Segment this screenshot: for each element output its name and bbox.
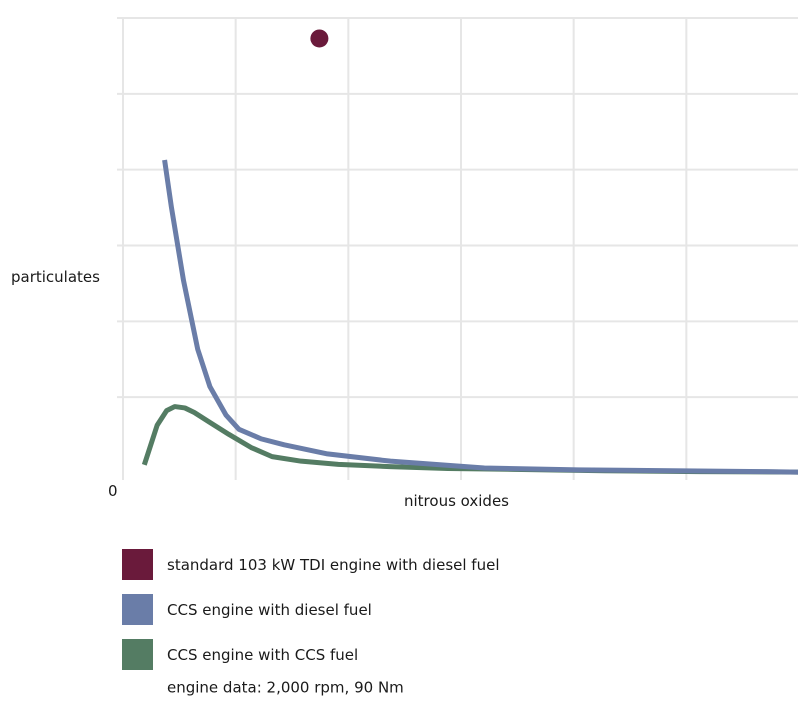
series-line-ccs-engine-with-ccs-fuel: [141, 404, 798, 475]
legend-swatch-ccs-diesel: [122, 594, 153, 625]
engine-data-note: engine data: 2,000 rpm, 90 Nm: [167, 678, 404, 697]
legend-label-standard-tdi: standard 103 kW TDI engine with diesel f…: [167, 555, 500, 574]
series-layer: [141, 29, 798, 475]
grid: [117, 17, 798, 480]
y-axis-label: particulates: [11, 268, 100, 286]
legend-swatch-ccs-fuel: [122, 639, 153, 670]
chart-plot: [117, 17, 798, 480]
series-line-ccs-engine-with-diesel-fuel: [162, 159, 798, 475]
data-point-standard-tdi: [310, 29, 329, 48]
origin-tick-label: 0: [108, 482, 118, 500]
legend-label-ccs-diesel: CCS engine with diesel fuel: [167, 600, 372, 619]
legend-label-ccs-fuel: CCS engine with CCS fuel: [167, 645, 359, 664]
legend-swatch-standard-tdi: [122, 549, 153, 580]
legend-item-ccs-diesel: CCS engine with diesel fuel: [122, 594, 500, 625]
x-axis-label: nitrous oxides: [404, 492, 509, 510]
legend-item-ccs-fuel: CCS engine with CCS fuel: [122, 639, 500, 670]
legend: standard 103 kW TDI engine with diesel f…: [122, 549, 500, 684]
legend-item-standard-tdi: standard 103 kW TDI engine with diesel f…: [122, 549, 500, 580]
